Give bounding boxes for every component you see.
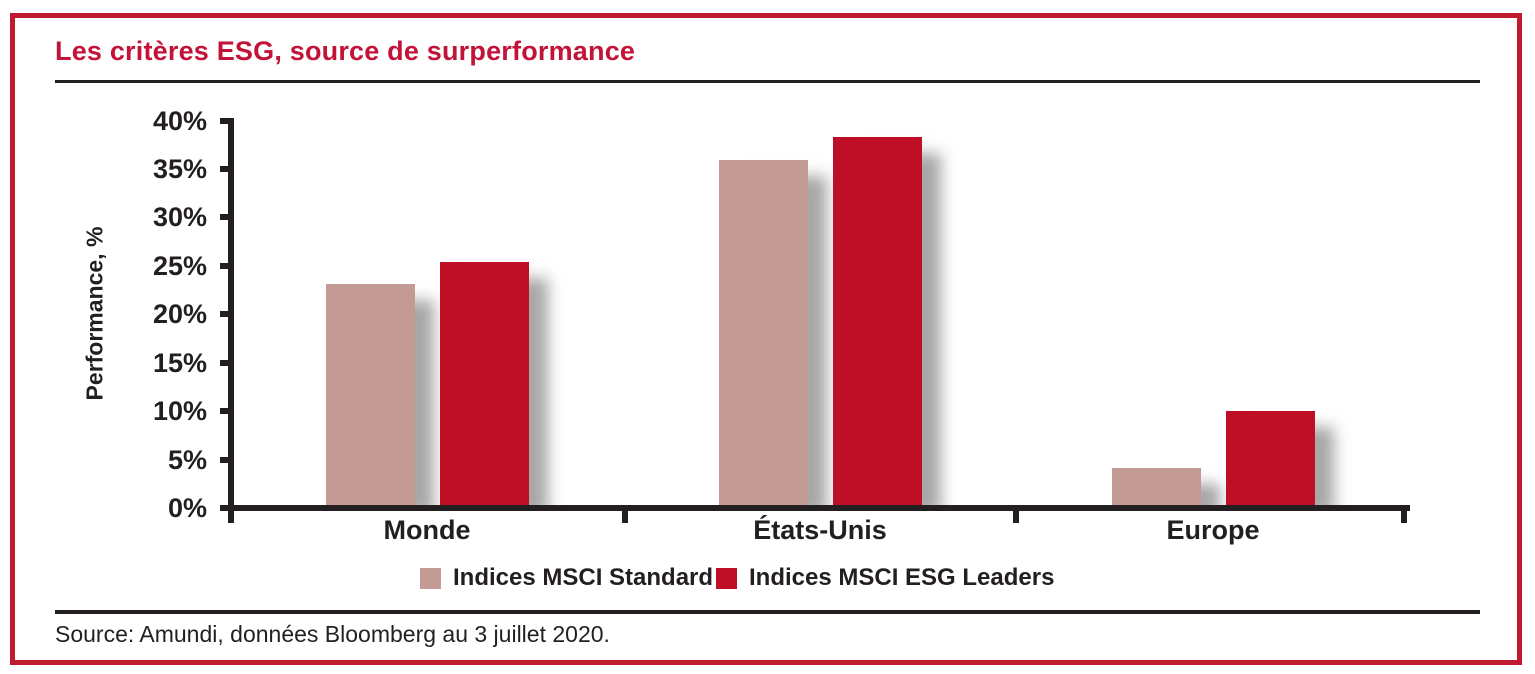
bar-standard-1 bbox=[719, 160, 808, 505]
x-tick-mark bbox=[1401, 511, 1407, 523]
x-category-label: Monde bbox=[383, 515, 471, 545]
x-category-label: Europe bbox=[1166, 515, 1260, 545]
source-note: Source: Amundi, données Bloomberg au 3 j… bbox=[55, 621, 610, 647]
chart-title: Les critères ESG, source de surperforman… bbox=[55, 36, 636, 66]
y-tick-mark bbox=[220, 262, 228, 269]
x-tick-mark bbox=[622, 511, 628, 523]
title-underline bbox=[55, 80, 1480, 83]
bar-esg-leaders-0 bbox=[440, 261, 529, 505]
footer-separator bbox=[55, 610, 1480, 614]
y-tick-label: 10% bbox=[152, 396, 207, 427]
legend-label: Indices MSCI Standard bbox=[453, 564, 714, 591]
y-tick-mark bbox=[220, 165, 228, 172]
y-axis-title: Performance, % bbox=[81, 226, 108, 401]
bar-esg-leaders-2 bbox=[1226, 410, 1315, 505]
x-tick-mark bbox=[1013, 511, 1019, 523]
bar-standard-2 bbox=[1112, 468, 1201, 505]
y-tick-mark bbox=[220, 408, 228, 415]
legend-swatch-icon bbox=[716, 567, 737, 589]
y-tick-label: 35% bbox=[152, 153, 207, 184]
legend-item: Indices MSCI Standard bbox=[420, 564, 714, 591]
legend-label: Indices MSCI ESG Leaders bbox=[749, 564, 1055, 591]
y-tick-mark bbox=[220, 505, 228, 511]
y-tick-label: 30% bbox=[152, 202, 207, 233]
y-tick-label: 0% bbox=[167, 493, 207, 523]
x-axis-line bbox=[228, 505, 1410, 511]
y-tick-mark bbox=[220, 117, 228, 124]
y-tick-mark bbox=[220, 214, 228, 221]
y-tick-label: 25% bbox=[152, 250, 207, 281]
legend-item: Indices MSCI ESG Leaders bbox=[716, 564, 1055, 591]
x-category-label: États-Unis bbox=[753, 515, 887, 545]
y-tick-label: 5% bbox=[167, 444, 207, 475]
red-frame-border bbox=[10, 13, 1522, 665]
y-axis-line bbox=[228, 118, 234, 523]
y-tick-mark bbox=[220, 359, 228, 366]
plot-area bbox=[234, 120, 1410, 505]
y-tick-mark bbox=[220, 311, 228, 318]
y-tick-label: 20% bbox=[152, 299, 207, 330]
y-tick-label: 40% bbox=[152, 105, 207, 136]
legend-swatch-icon bbox=[420, 567, 441, 589]
y-tick-mark bbox=[220, 456, 228, 463]
bar-esg-leaders-1 bbox=[833, 137, 922, 505]
bar-standard-0 bbox=[326, 283, 415, 505]
y-tick-label: 15% bbox=[152, 347, 207, 378]
chart-legend: Indices MSCI Standard Indices MSCI ESG Le… bbox=[0, 564, 1535, 595]
